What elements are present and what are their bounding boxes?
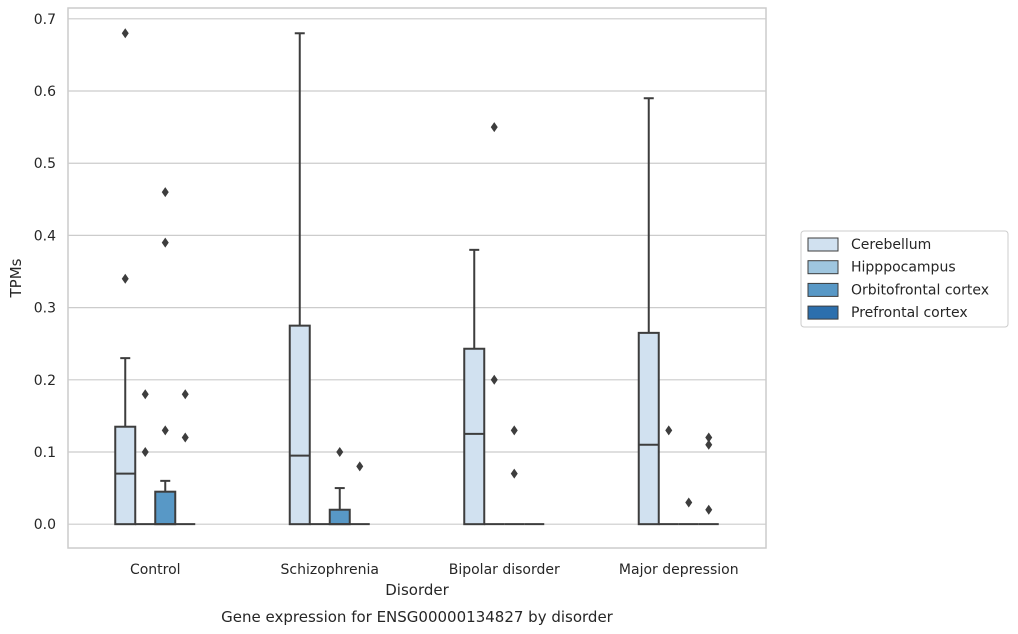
grid-lines <box>68 18 766 525</box>
outlier-point <box>665 425 673 436</box>
box-bipolar-disorder-hipppocampus <box>484 122 505 526</box>
box-layer <box>114 28 719 526</box>
outlier-point <box>685 497 693 508</box>
outlier-point <box>490 374 498 385</box>
outlier-point <box>356 461 364 472</box>
outlier-point <box>141 389 149 400</box>
outlier-point <box>705 432 713 443</box>
legend-label: Prefrontal cortex <box>851 305 968 321</box>
box-body <box>288 324 311 526</box>
box-body <box>328 508 351 526</box>
box-body <box>463 347 486 526</box>
legend-item-orbitofrontal-cortex: Orbitofrontal cortex <box>807 282 989 298</box>
legend-label: Hipppocampus <box>851 260 956 276</box>
outlier-point <box>161 425 169 436</box>
legend-label: Cerebellum <box>851 237 931 253</box>
legend-frame <box>800 230 1009 328</box>
box-major-depression-cerebellum <box>637 97 660 526</box>
chart-caption: Gene expression for ENSG00000134827 by d… <box>221 608 614 626</box>
outlier-point <box>121 28 129 39</box>
x-tick-label: Bipolar disorder <box>449 562 560 578</box>
outlier-point <box>705 504 713 515</box>
x-tick-labels: Control Schizophrenia Bipolar disorder Majo… <box>130 562 739 578</box>
outlier-point <box>490 122 498 133</box>
outlier-point <box>510 468 518 479</box>
outlier-point <box>161 187 169 198</box>
box-control-orbitofrontal-cortex <box>154 187 177 526</box>
x-tick-label: Schizophrenia <box>281 562 379 578</box>
plot-frame <box>67 7 767 549</box>
y-tick-labels: 0.0 0.1 0.2 0.3 0.4 0.5 0.6 0.7 <box>34 12 56 533</box>
box-schizophrenia-orbitofrontal-cortex <box>328 446 351 526</box>
legend-swatch <box>807 305 839 320</box>
box-major-depression-hipppocampus <box>658 425 679 526</box>
outlier-point <box>161 237 169 248</box>
legend-item-prefrontal-cortex: Prefrontal cortex <box>807 305 968 321</box>
legend-swatch <box>807 260 839 275</box>
x-axis-label: Disorder <box>385 581 449 599</box>
x-tick-label: Control <box>130 562 181 578</box>
y-tick-label: 0.7 <box>34 12 56 28</box>
legend-item-hipppocampus: Hipppocampus <box>807 260 956 276</box>
y-axis-label: TPMs <box>7 258 25 298</box>
y-tick-label: 0.2 <box>34 373 56 389</box>
legend: Cerebellum Hipppocampus Orbitofrontal cort… <box>800 230 1009 328</box>
box-body <box>637 331 660 526</box>
y-tick-label: 0.4 <box>34 228 56 244</box>
outlier-point <box>181 432 189 443</box>
x-tick-label: Major depression <box>619 562 739 578</box>
y-tick-label: 0.1 <box>34 445 56 461</box>
box-body <box>154 490 177 526</box>
outlier-point <box>121 273 129 284</box>
outlier-point <box>181 389 189 400</box>
box-bipolar-disorder-cerebellum <box>463 248 486 526</box>
box-control-cerebellum <box>114 28 137 526</box>
outlier-point <box>510 425 518 436</box>
legend-swatch <box>807 237 839 252</box>
box-major-depression-orbitofrontal-cortex <box>678 497 699 526</box>
legend-swatch <box>807 282 839 297</box>
legend-label: Orbitofrontal cortex <box>851 282 989 298</box>
box-control-hipppocampus <box>135 389 156 526</box>
y-tick-label: 0.6 <box>34 84 56 100</box>
box-major-depression-prefrontal-cortex <box>698 432 719 526</box>
y-tick-label: 0.5 <box>34 156 56 172</box>
y-tick-label: 0.0 <box>34 517 56 533</box>
box-body <box>114 425 137 526</box>
outlier-point <box>336 446 344 457</box>
outlier-point <box>141 446 149 457</box>
box-control-prefrontal-cortex <box>175 389 196 526</box>
outlier-point <box>705 439 713 450</box>
legend-item-cerebellum: Cerebellum <box>807 237 931 253</box>
box-schizophrenia-cerebellum <box>288 32 311 526</box>
box-bipolar-disorder-orbitofrontal-cortex <box>504 425 525 526</box>
y-tick-label: 0.3 <box>34 301 56 317</box>
box-schizophrenia-prefrontal-cortex <box>349 461 370 526</box>
